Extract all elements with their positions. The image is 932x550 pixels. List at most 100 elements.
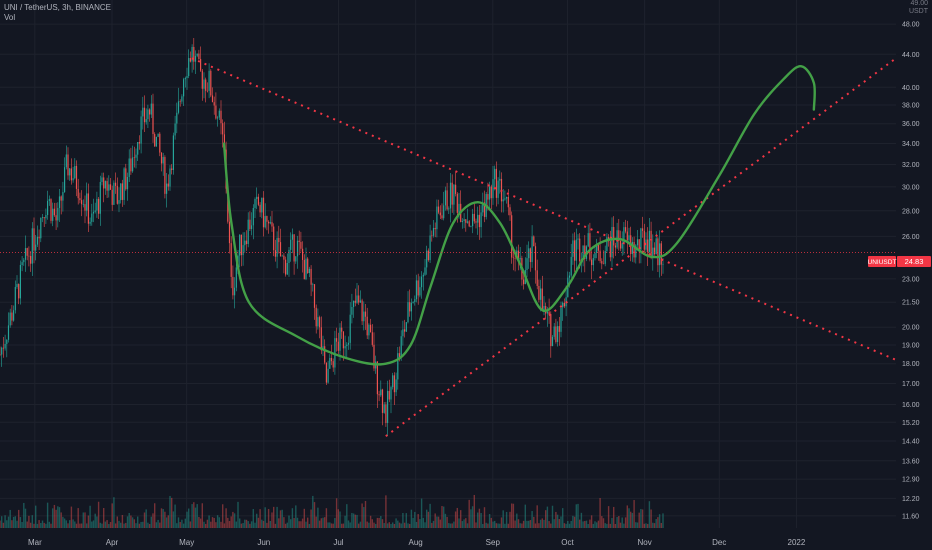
volume-bar [545,510,547,528]
candle [31,228,33,264]
volume-bar [12,516,15,528]
volume-bar [171,497,173,528]
volume-bar [337,509,339,528]
volume-bar [454,511,457,528]
candle [159,133,161,153]
candle [111,189,113,205]
volume-bar [448,523,450,528]
volume-bar [386,523,389,528]
support-trendline[interactable] [385,57,897,438]
time-axis[interactable]: Mar Apr May Jun Jul Aug Sep Oct Nov Dec 2022 [28,538,806,547]
resistance-trendline[interactable] [191,57,897,361]
volume-bar [125,522,127,528]
candle [502,199,504,202]
candle [205,79,207,91]
volume-bar [262,520,265,528]
volume-bar [611,517,613,528]
candle [563,302,565,307]
candle [109,184,112,190]
volume-bar [358,523,360,528]
candle [599,250,601,262]
projection-curve[interactable] [222,65,816,366]
candle [18,284,20,299]
price-axis[interactable]: 48.00 44.00 40.00 38.00 36.00 34.00 32.00 30.00… [902,22,920,521]
candle [393,375,395,393]
volume-bar [203,521,205,528]
candle [336,338,338,342]
volume-bar [378,517,380,528]
volume-bar [536,505,538,528]
candle [155,136,157,147]
candle [128,158,130,177]
candle [262,197,265,228]
volume-bar [563,523,566,528]
volume-bar [463,519,465,528]
candle [422,274,424,277]
candle [400,336,402,358]
candle [635,245,637,258]
volume-bar [429,503,431,528]
volume-bar [284,523,287,528]
volume-bar [33,523,35,528]
candle [208,70,210,91]
volume-bar [74,521,76,528]
candle [346,344,348,347]
volume-bar [182,523,185,528]
candle [589,233,591,260]
candle [75,165,78,189]
candle [609,241,611,258]
candle [650,230,652,257]
volume-bar [431,522,433,528]
volume-bar [594,521,596,528]
y-tick-label: 19.00 [902,343,920,350]
volume-bar [276,506,278,528]
candle [1,347,3,355]
volume-bar [288,515,290,528]
candle [427,250,429,261]
volume-bar [366,521,368,528]
volume-bar [233,513,236,528]
candle [477,214,479,223]
volume-bar [397,520,399,528]
volume-bar [393,523,396,528]
volume-bar [375,523,377,528]
candle [201,70,203,89]
candle [626,231,628,241]
volume-bar [558,519,560,528]
candle [354,300,356,303]
volume-bar [356,514,358,528]
candle [179,101,181,102]
candle [584,245,586,259]
volume-bar [213,517,215,528]
volume-bar [169,495,171,528]
candle [392,375,394,388]
volume-bar [475,522,477,528]
volume-bar [244,519,246,528]
candle [33,228,35,251]
volume-indicator-label[interactable]: Vol [4,13,16,22]
candle [215,105,217,119]
volume-bar [43,522,45,528]
candle [296,240,299,257]
volume-bar [538,523,540,528]
candle [279,242,282,257]
candle [562,302,564,308]
volume-bar [267,508,270,528]
candle [489,186,491,200]
volume-bar [196,504,198,528]
candle [381,389,384,413]
candle [543,306,545,310]
candle [203,79,205,89]
volume-bar [235,521,237,528]
candle [302,248,304,260]
volume-bar [381,519,384,528]
candle [511,215,513,258]
volume-bar [114,523,117,528]
candle [50,199,52,221]
volume-bar [636,522,639,528]
volume-bar [223,523,226,528]
volume-bar [24,508,27,528]
volume-bar [390,523,392,528]
candle [618,230,620,241]
